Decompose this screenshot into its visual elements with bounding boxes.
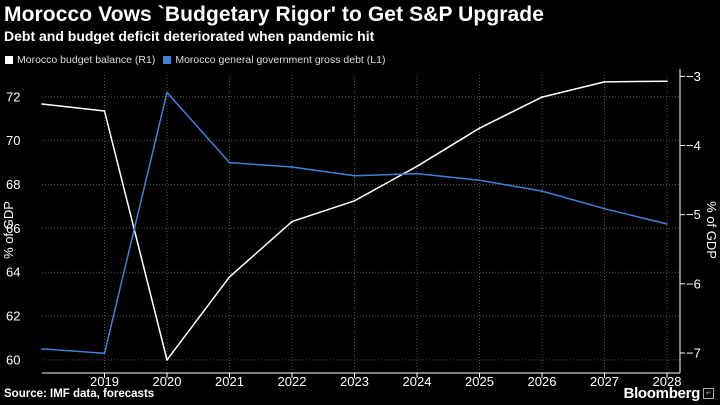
data-point-gross-debt (353, 175, 356, 177)
chart-title: Morocco Vows `Budgetary Rigor' to Get S&… (4, 3, 545, 26)
data-point-gross-debt (603, 207, 606, 210)
right-tick-label: −4 (686, 138, 701, 153)
data-point-gross-debt (228, 161, 231, 164)
left-tick-label: 70 (6, 133, 20, 148)
source-note: Source: IMF data, forecasts (4, 388, 155, 400)
left-tick-label: 72 (6, 89, 20, 104)
right-tick-label: −5 (686, 207, 701, 222)
left-tick-label: 68 (6, 177, 20, 192)
x-tick-label: 2019 (90, 374, 119, 389)
data-point-budget-balance (166, 359, 168, 361)
data-point-budget-balance (353, 200, 356, 202)
data-point-gross-debt (478, 179, 481, 181)
legend-swatch-budget-balance (5, 56, 13, 64)
data-point-gross-debt (666, 223, 668, 225)
bloomberg-logo: Bloomberg ↵ (624, 385, 714, 402)
x-tick-label: 2021 (215, 374, 244, 389)
data-point-gross-debt (41, 348, 43, 350)
chart-subtitle: Debt and budget deficit deteriorated whe… (4, 28, 375, 44)
x-tick-label: 2028 (653, 374, 682, 389)
left-tick-label: 66 (6, 221, 20, 236)
x-tick-label: 2026 (528, 374, 557, 389)
right-axis-title: % of GDP (704, 201, 719, 259)
data-point-gross-debt (541, 190, 543, 192)
data-point-budget-balance (103, 110, 106, 112)
legend-label-gross-debt: Morocco general government gross debt (L… (175, 54, 386, 66)
data-point-budget-balance (603, 81, 606, 83)
data-point-gross-debt (103, 352, 106, 355)
right-tick-label: −6 (686, 276, 701, 291)
x-tick-label: 2022 (278, 374, 307, 389)
legend: Morocco budget balance (R1) Morocco gene… (5, 54, 393, 66)
x-tick-label: 2027 (590, 374, 619, 389)
data-point-gross-debt (416, 172, 418, 175)
x-tick-label: 2024 (403, 374, 432, 389)
left-tick-label: 64 (6, 265, 20, 280)
data-point-gross-debt (166, 91, 168, 94)
left-tick-label: 62 (6, 309, 20, 324)
data-point-budget-balance (291, 220, 293, 223)
left-axis-title: % of GDP (1, 201, 16, 259)
right-tick-label: −7 (686, 345, 701, 360)
x-tick-label: 2025 (465, 374, 494, 389)
brand-mark-icon: ↵ (703, 388, 714, 399)
data-point-budget-balance (666, 80, 668, 82)
data-point-budget-balance (416, 165, 418, 168)
legend-label-budget-balance: Morocco budget balance (R1) (17, 54, 156, 66)
x-tick-label: 2023 (340, 374, 369, 389)
data-point-gross-debt (291, 166, 293, 168)
legend-item-budget-balance: Morocco budget balance (R1) (5, 54, 155, 66)
data-point-budget-balance (541, 96, 543, 98)
brand-name: Bloomberg (623, 385, 701, 402)
data-point-budget-balance (41, 103, 43, 105)
legend-item-gross-debt: Morocco general government gross debt (L… (163, 54, 385, 66)
right-tick-label: −3 (686, 69, 701, 84)
left-tick-label: 60 (6, 352, 20, 367)
data-point-budget-balance (228, 276, 231, 278)
x-tick-label: 2020 (153, 374, 182, 389)
data-point-budget-balance (478, 127, 481, 129)
legend-swatch-gross-debt (163, 56, 172, 64)
